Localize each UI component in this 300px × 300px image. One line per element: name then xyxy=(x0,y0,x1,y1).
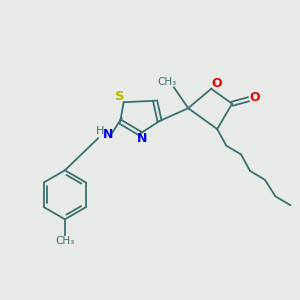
Text: CH₃: CH₃ xyxy=(55,236,74,246)
Text: O: O xyxy=(250,91,260,104)
Text: N: N xyxy=(103,128,113,141)
Text: CH₃: CH₃ xyxy=(158,77,177,87)
Text: H: H xyxy=(96,126,105,136)
Text: S: S xyxy=(115,90,125,103)
Text: O: O xyxy=(212,77,223,90)
Text: N: N xyxy=(136,133,147,146)
